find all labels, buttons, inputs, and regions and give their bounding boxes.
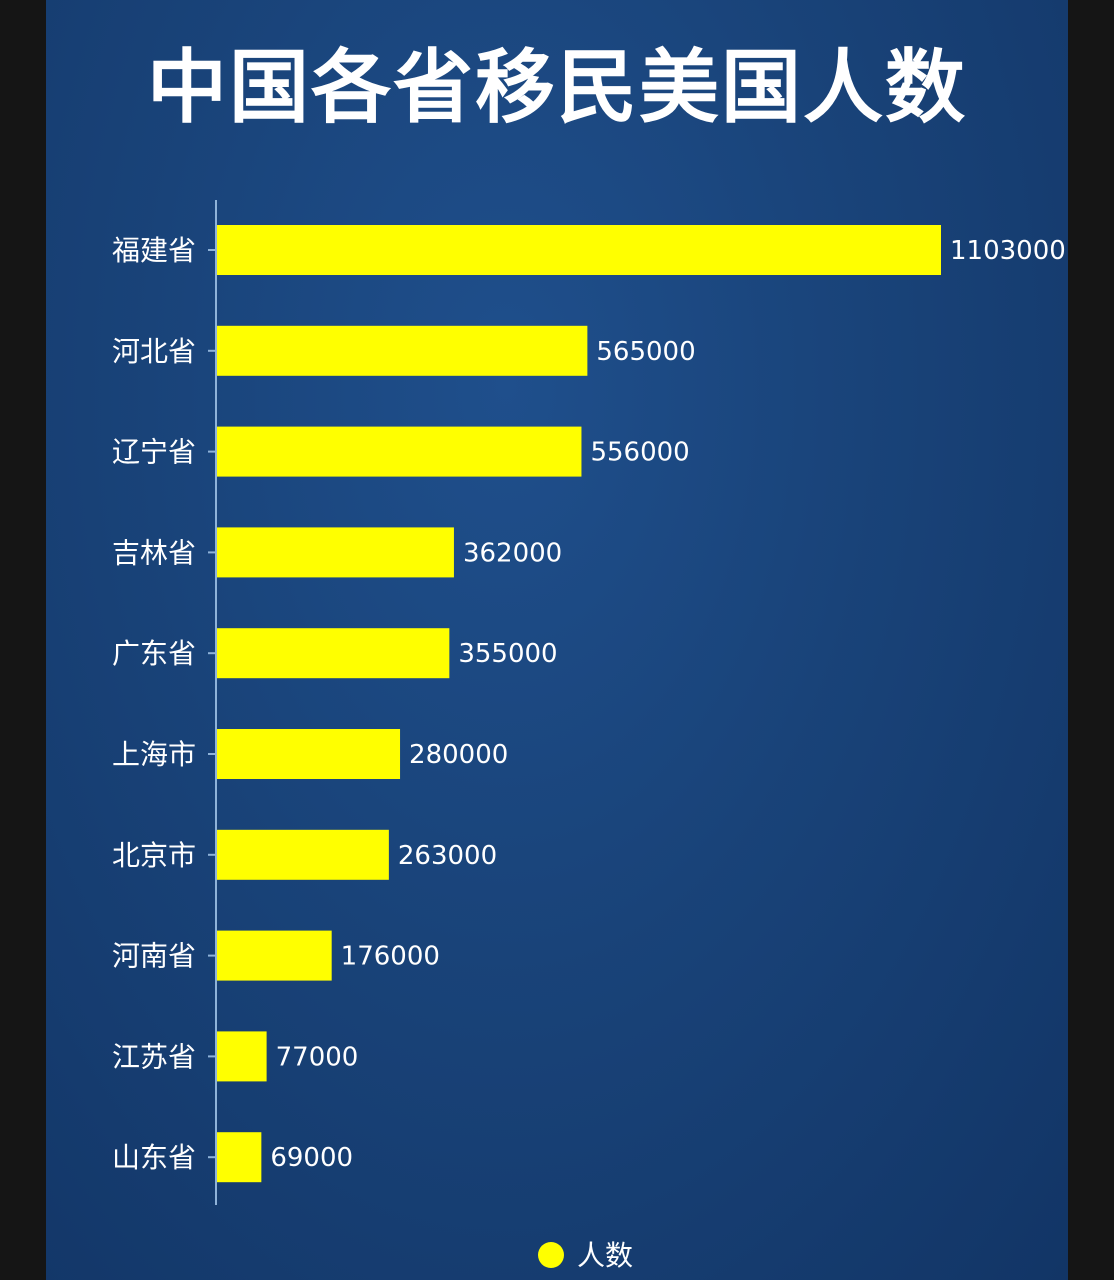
value-label: 355000 xyxy=(458,639,557,669)
bar xyxy=(217,1031,267,1082)
bar xyxy=(217,729,401,779)
legend-marker xyxy=(538,1242,564,1268)
bar xyxy=(217,1132,262,1183)
value-label: 77000 xyxy=(276,1042,359,1072)
category-label: 福建省 xyxy=(112,234,196,267)
value-label: 176000 xyxy=(341,942,440,972)
value-label: 69000 xyxy=(270,1143,353,1173)
category-label: 吉林省 xyxy=(112,536,196,569)
bar xyxy=(217,829,389,880)
category-label: 辽宁省 xyxy=(112,436,196,469)
category-label: 广东省 xyxy=(112,637,196,670)
category-label: 北京市 xyxy=(112,839,196,872)
bar xyxy=(217,527,454,578)
bar xyxy=(217,225,941,275)
value-label: 1103000 xyxy=(950,236,1066,266)
category-label: 上海市 xyxy=(112,738,196,771)
value-label: 362000 xyxy=(463,538,562,568)
chart-title: 中国各省移民美国人数 xyxy=(147,41,967,134)
value-label: 556000 xyxy=(590,438,689,468)
category-label: 河北省 xyxy=(112,335,196,368)
value-label: 263000 xyxy=(398,841,497,871)
category-label: 江苏省 xyxy=(112,1040,196,1073)
category-label: 山东省 xyxy=(112,1141,196,1174)
category-label: 河南省 xyxy=(112,940,196,973)
bar xyxy=(217,426,582,477)
value-label: 280000 xyxy=(409,740,508,770)
legend-label: 人数 xyxy=(577,1239,633,1272)
bar xyxy=(217,628,450,679)
value-label: 565000 xyxy=(596,337,695,367)
bar xyxy=(217,325,588,376)
bar xyxy=(217,930,332,981)
